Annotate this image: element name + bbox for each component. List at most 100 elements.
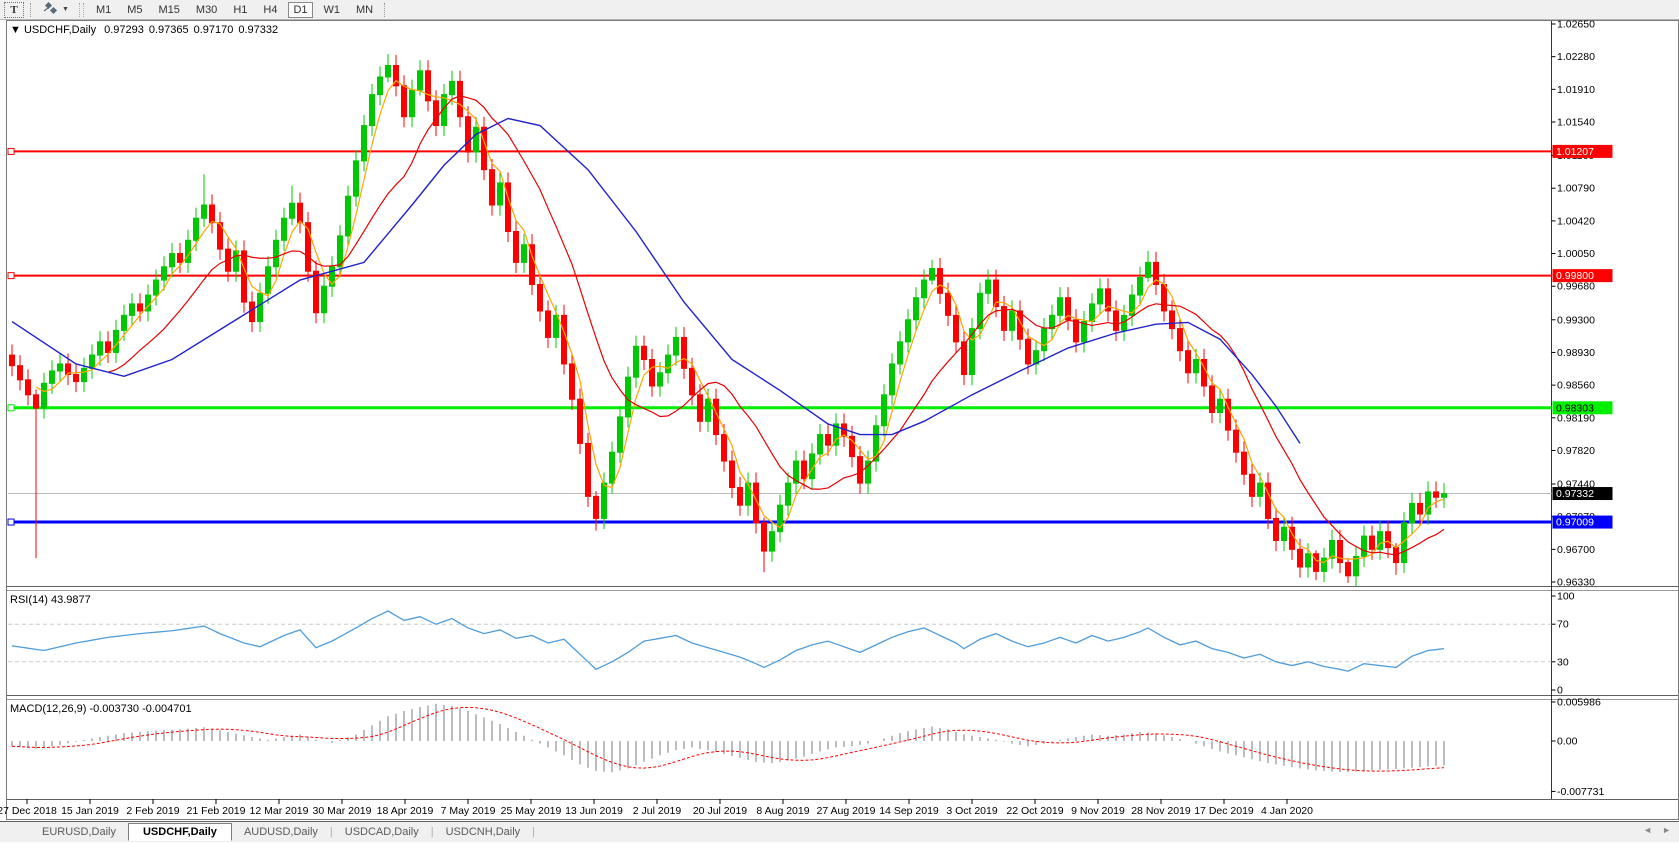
candle-body: [33, 394, 39, 409]
candle-body: [153, 279, 159, 296]
candle-body: [1081, 321, 1087, 343]
candle-body: [657, 372, 663, 387]
timeframe-button-w1[interactable]: W1: [323, 3, 341, 16]
candle-body: [9, 354, 15, 367]
candle-body: [1385, 531, 1391, 549]
candle-body: [697, 394, 703, 422]
candle-body: [249, 301, 255, 323]
timeframe-button-m15[interactable]: M15: [158, 3, 180, 16]
candle-body: [1193, 359, 1199, 374]
candle-body: [1009, 310, 1015, 331]
axis-tick-label: 0.96700: [1557, 544, 1595, 556]
candle-body: [273, 239, 279, 268]
rsi-axis-label: 30: [1557, 656, 1569, 668]
date-label: 27 Aug 2019: [817, 805, 876, 817]
tab-audusd-daily[interactable]: AUDUSD,Daily: [243, 826, 318, 838]
price-line-badge: [1552, 144, 1613, 158]
candle-body: [1241, 451, 1247, 475]
tab-scroll-arrows: ◄ ►: [1643, 825, 1671, 835]
candle-body: [505, 182, 511, 232]
symbol-dropdown-icon[interactable]: ▼: [10, 24, 24, 36]
date-label: 22 Oct 2019: [1006, 805, 1063, 817]
date-label: 21 Feb 2019: [187, 805, 246, 817]
rsi-axis-label: 0: [1557, 685, 1563, 697]
candle-body: [89, 354, 95, 369]
timeframe-button-mn[interactable]: MN: [356, 3, 374, 16]
candle-body: [1313, 553, 1319, 572]
macd-axis-label: -0.007731: [1557, 786, 1604, 798]
candle-body: [305, 222, 311, 272]
rsi-label: RSI(14) 43.9877: [10, 594, 91, 606]
date-label: 12 Mar 2019: [250, 805, 309, 817]
candle-body: [777, 504, 783, 533]
candle-body: [313, 270, 319, 314]
candle-body: [209, 204, 215, 224]
candle-body: [1105, 288, 1111, 312]
candle-body: [737, 487, 743, 506]
candle-body: [497, 182, 503, 206]
candle-body: [337, 235, 343, 268]
candle-body: [977, 292, 983, 330]
ma-slow-line: [11, 117, 1301, 444]
candle-body: [401, 85, 407, 118]
candle-body: [1305, 553, 1311, 568]
price-line-badge-label: 1.01207: [1556, 146, 1594, 158]
candle-body: [185, 239, 191, 263]
candle-body: [585, 442, 591, 497]
candle-body: [705, 398, 711, 422]
date-label: 9 Nov 2019: [1071, 805, 1125, 817]
rsi-line: [11, 610, 1445, 672]
candle-body: [201, 204, 207, 219]
timeframe-button-h4[interactable]: H4: [263, 3, 278, 16]
candle-body: [793, 460, 799, 484]
candle-body: [537, 283, 543, 312]
candle-body: [513, 230, 519, 263]
candle-body: [361, 125, 367, 162]
objects-tool-button[interactable]: ▼: [38, 1, 74, 18]
candle-body: [561, 314, 567, 365]
candle-body: [169, 253, 175, 268]
candle-body: [129, 303, 135, 316]
candle-body: [817, 434, 823, 455]
candle-body: [1369, 535, 1375, 550]
candle-body: [1249, 473, 1255, 497]
candle-body: [489, 169, 495, 206]
scroll-left-icon[interactable]: ◄: [1643, 825, 1653, 835]
tab-eurusd-daily[interactable]: EURUSD,Daily: [42, 826, 116, 838]
candle-body: [1209, 385, 1215, 413]
timeframe-button-h1[interactable]: H1: [233, 3, 248, 16]
scroll-right-icon[interactable]: ►: [1662, 825, 1671, 835]
candle-body: [569, 363, 575, 400]
candle-body: [1097, 288, 1103, 305]
date-label: 15 Jan 2019: [61, 805, 119, 817]
tab-usdcnh-daily[interactable]: USDCNH,Daily: [445, 826, 521, 838]
tab-usdcad-daily[interactable]: USDCAD,Daily: [344, 826, 419, 838]
candle-body: [425, 70, 431, 102]
candle-body: [881, 394, 887, 427]
candle-body: [905, 319, 911, 343]
timeframe-button-d1[interactable]: D1: [288, 1, 313, 18]
candle-body: [1441, 493, 1447, 498]
candle-body: [281, 217, 287, 241]
candle-body: [241, 250, 247, 303]
axis-tick-label: 1.01910: [1557, 84, 1595, 96]
current-price-badge-label: 0.97332: [1556, 488, 1594, 500]
candle-body: [1177, 328, 1183, 352]
timeframe-button-m30[interactable]: M30: [195, 3, 218, 16]
timeframe-button-m1[interactable]: M1: [95, 3, 112, 16]
tab-usdchf-daily[interactable]: USDCHF,Daily: [127, 822, 232, 841]
price-chart-canvas[interactable]: 1.026501.022801.019101.015401.011601.007…: [0, 19, 1679, 821]
candle-body: [521, 244, 527, 263]
toolbar-separator: [30, 2, 32, 17]
candle-body: [369, 94, 375, 127]
timeframe-button-m5[interactable]: M5: [127, 3, 143, 16]
text-tool-button[interactable]: T: [4, 1, 24, 18]
candle-body: [417, 70, 423, 91]
axis-tick-label: 1.00420: [1557, 215, 1595, 227]
chart-title: ▼ USDCHF,Daily 0.97293 0.97365 0.97170 0.973…: [10, 24, 278, 36]
candle-body: [105, 341, 111, 353]
candle-body: [865, 460, 871, 484]
candle-body: [1337, 540, 1343, 564]
date-label: 4 Jan 2020: [1261, 805, 1313, 817]
